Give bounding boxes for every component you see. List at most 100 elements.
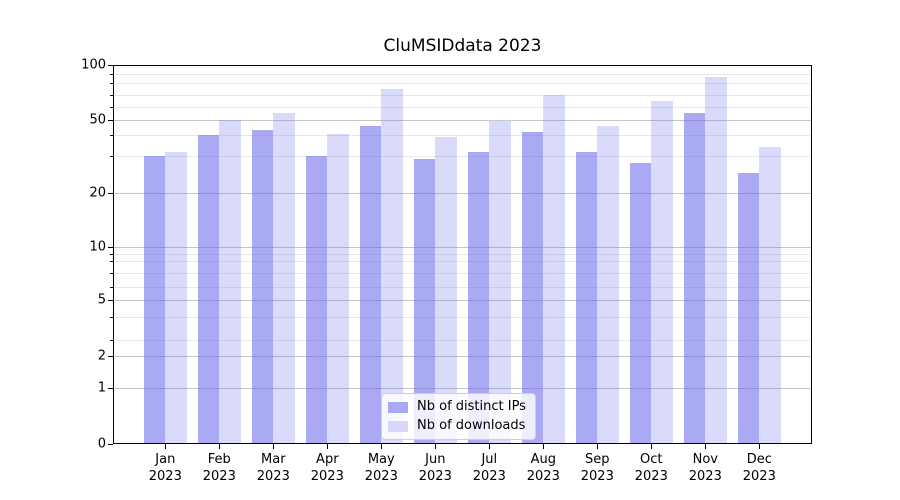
y-minortick-8 [110,261,113,262]
y-minortick-80 [110,83,113,85]
y-tick-label-0: 0 [97,436,106,452]
legend-label-distinct-ips: Nb of distinct IPs [417,399,526,414]
x-tick-nov [705,444,707,449]
x-tick-label-month-sep: Sep [585,452,610,467]
x-tick-label-month-jan: Jan [155,452,176,467]
x-tick-jun [435,444,437,449]
bar-downloads-oct [651,100,673,444]
bar-downloads-aug [543,94,565,444]
bar-ips-sep [575,151,598,444]
y-tick-label-50: 50 [89,112,106,128]
gridline-minor-6 [113,287,812,288]
x-tick-sep [597,444,599,449]
y-tick-label-20: 20 [89,185,106,201]
bar-ips-dec [737,172,760,444]
y-tick-label-2: 2 [97,348,106,364]
gridline-minor-70 [113,94,812,96]
x-tick-label-month-apr: Apr [316,452,339,467]
bar-ips-mar [251,130,274,444]
bar-downloads-sep [597,125,619,444]
y-tick-0 [108,444,113,445]
x-tick-label-year-apr: 2023 [310,469,344,484]
bar-ips-oct [629,162,652,444]
gridline-major-50 [113,119,812,121]
y-tick-10 [108,247,113,248]
x-tick-label-year-oct: 2023 [634,469,668,484]
x-tick-label-year-jan: 2023 [148,469,182,484]
x-tick-oct [651,444,653,449]
x-tick-label-month-nov: Nov [692,452,718,467]
x-tick-label-year-sep: 2023 [580,469,614,484]
x-tick-jul [489,444,491,449]
x-tick-apr [327,444,329,449]
y-tick-label-10: 10 [89,239,106,255]
y-tick-label-100: 100 [81,57,106,73]
gridline-minor-3 [113,340,812,341]
gridline-major-1 [113,388,812,389]
bar-ips-jul [467,151,490,444]
x-tick-label-month-aug: Aug [530,452,556,467]
y-tick-50 [108,119,113,121]
x-tick-label-year-jun: 2023 [418,469,452,484]
gridline-minor-7 [113,273,812,275]
bar-ips-jun [413,159,436,444]
y-minortick-9 [110,254,113,255]
bar-ips-feb [197,135,220,444]
x-tick-label-year-dec: 2023 [742,469,776,484]
gridline-major-10 [113,247,812,248]
gridline-minor-60 [113,106,812,108]
x-tick-label-year-aug: 2023 [526,469,560,484]
x-tick-label-month-oct: Oct [640,452,663,467]
x-tick-label-month-may: May [367,452,395,467]
gridline-minor-30 [113,156,812,158]
x-tick-jan [165,444,167,449]
y-minortick-3 [110,340,113,341]
legend-swatch-downloads [388,420,408,432]
x-tick-feb [219,444,221,449]
x-tick-may [381,444,383,449]
chart-title: CluMSIDdata 2023 [383,36,542,56]
y-tick-100 [108,65,113,66]
x-tick-aug [543,444,545,449]
gridline-minor-90 [113,73,812,75]
bar-ips-aug [521,131,544,444]
x-tick-label-month-jun: Jun [425,452,446,467]
gridline-minor-40 [113,135,812,137]
bar-downloads-may [381,88,403,444]
bar-ips-may [359,125,382,444]
y-minortick-7 [110,273,113,275]
x-tick-label-year-mar: 2023 [256,469,290,484]
plot-area: Nb of distinct IPs Nb of downloads [113,65,812,444]
gridline-major-5 [113,300,812,301]
gridline-minor-9 [113,254,812,255]
bar-downloads-nov [705,77,727,444]
bar-downloads-jan [165,151,187,444]
x-tick-label-year-feb: 2023 [202,469,236,484]
x-tick-label-month-feb: Feb [207,452,231,467]
gridline-major-20 [113,193,812,194]
gridline-minor-8 [113,261,812,262]
y-minortick-6 [110,287,113,288]
y-tick-5 [108,300,113,301]
y-tick-20 [108,193,113,194]
gridline-minor-80 [113,83,812,85]
legend-item-downloads: Nb of downloads [388,418,526,434]
x-tick-label-month-mar: Mar [261,452,286,467]
bar-downloads-jun [435,137,457,444]
legend-swatch-distinct-ips [388,401,408,413]
y-tick-label-1: 1 [97,380,106,396]
y-minortick-30 [110,156,113,158]
y-minortick-90 [110,73,113,75]
bar-downloads-feb [219,119,241,444]
y-minortick-40 [110,135,113,137]
x-tick-label-year-may: 2023 [364,469,398,484]
bar-downloads-apr [327,133,349,444]
bar-downloads-jul [489,121,511,444]
x-tick-label-month-dec: Dec [746,452,772,467]
y-minortick-70 [110,94,113,96]
y-minortick-60 [110,106,113,108]
grid-layer [113,65,812,444]
gridline-major-2 [113,356,812,358]
x-tick-label-month-jul: Jul [481,452,498,467]
